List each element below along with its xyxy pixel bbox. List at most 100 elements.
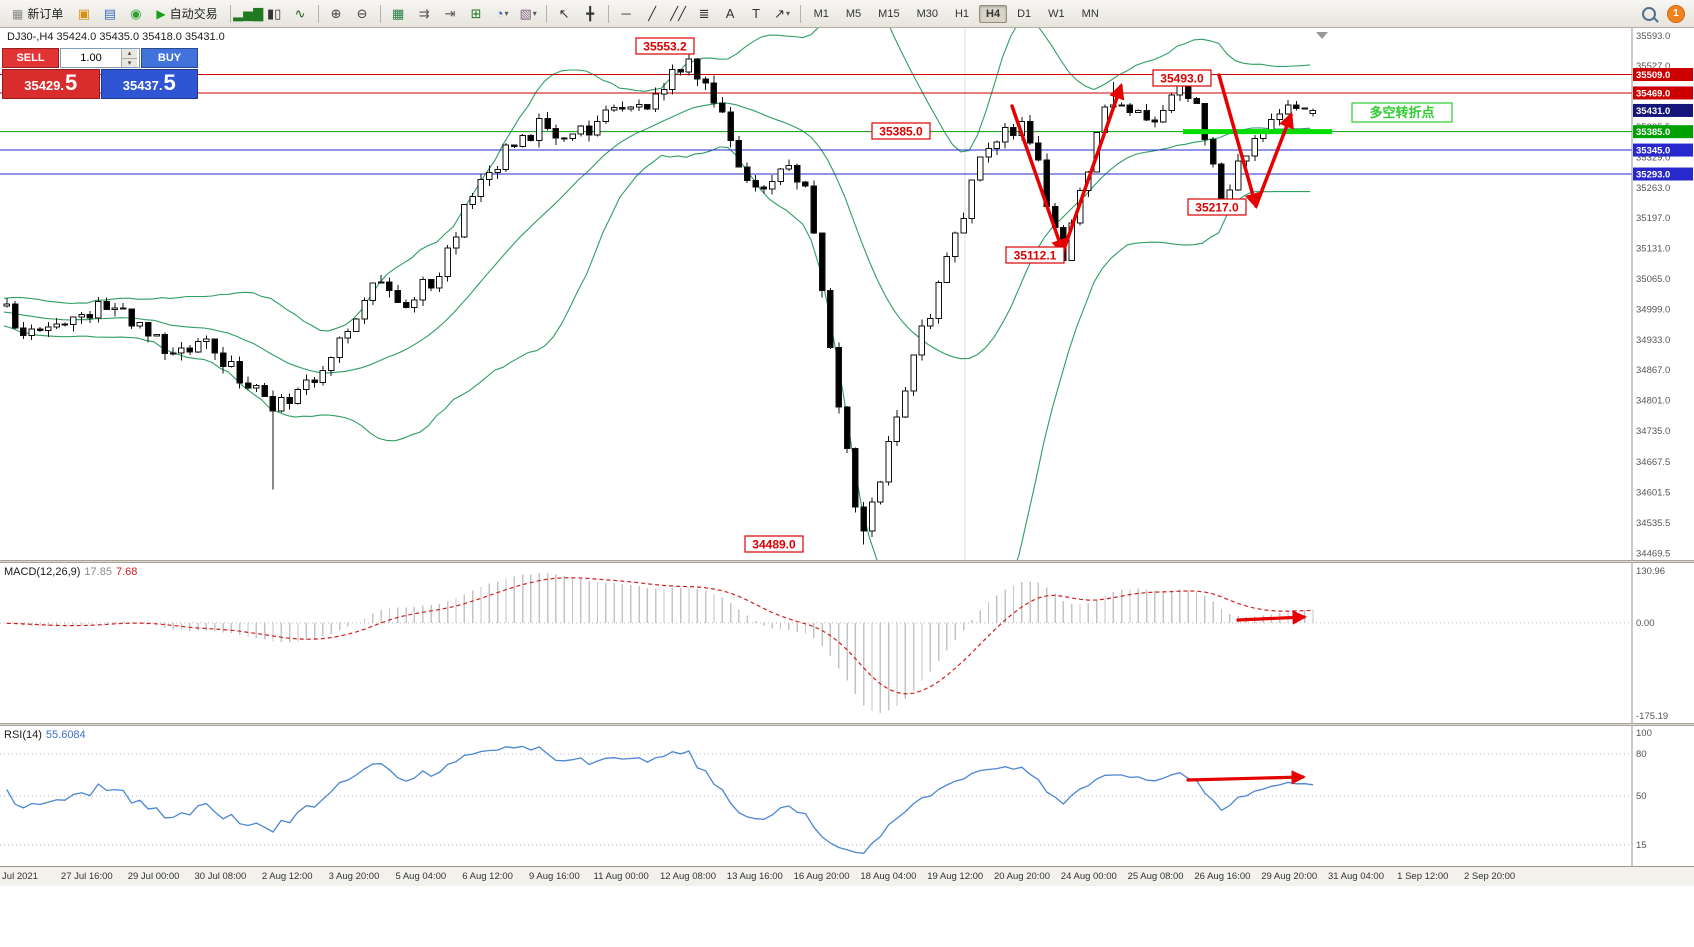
- caret-down-icon: ▾: [786, 9, 791, 18]
- chart-shift-marker[interactable]: [1316, 32, 1328, 39]
- svg-text:34535.5: 34535.5: [1636, 518, 1670, 529]
- bar-chart-icon[interactable]: ▂▅▇: [233, 3, 263, 25]
- crosshair-icon[interactable]: ╋: [578, 3, 603, 25]
- mql-community-icon[interactable]: ◉: [123, 3, 148, 25]
- panel-splitter[interactable]: [0, 723, 1694, 726]
- search-icon[interactable]: [1642, 6, 1656, 21]
- time-axis[interactable]: Jul 2021 27 Jul 16:00 29 Jul 00:00 30 Jul 0…: [0, 866, 1694, 886]
- volume-increase-button[interactable]: ▴: [121, 49, 137, 59]
- svg-text:34867.0: 34867.0: [1636, 365, 1670, 376]
- svg-text:35509.0: 35509.0: [1636, 70, 1670, 81]
- timeframe-m5-button[interactable]: M5: [845, 7, 862, 20]
- svg-text:35493.0: 35493.0: [1160, 72, 1204, 86]
- text-icon[interactable]: A: [718, 3, 743, 25]
- svg-text:34933.0: 34933.0: [1636, 335, 1670, 346]
- timeframe-m30-button[interactable]: M30: [916, 7, 938, 20]
- volume-decrease-button[interactable]: ▾: [121, 58, 137, 67]
- rsi-panel-canvas[interactable]: 100 80 50 15: [0, 726, 1694, 866]
- market-watch-icon[interactable]: ▣: [71, 3, 96, 25]
- panel-splitter[interactable]: [0, 560, 1694, 563]
- zoom-out-icon[interactable]: ⊖: [350, 3, 375, 25]
- line-chart-icon[interactable]: ∿: [288, 3, 313, 25]
- svg-text:34801.0: 34801.0: [1636, 396, 1670, 407]
- macd-signal-value: 7.68: [115, 566, 138, 578]
- new-order-button[interactable]: ▦ 新订单: [5, 3, 70, 25]
- svg-text:1 Sep 12:00: 1 Sep 12:00: [1397, 871, 1448, 882]
- svg-text:3 Aug 20:00: 3 Aug 20:00: [329, 871, 380, 882]
- svg-text:13 Aug 16:00: 13 Aug 16:00: [727, 871, 783, 882]
- auto-trading-button-label: 自动交易: [169, 7, 218, 21]
- rsi-arrow: [1186, 770, 1306, 785]
- buy-price-main: 35437.: [122, 78, 163, 93]
- price-annotation[interactable]: [1152, 69, 1212, 87]
- horizontal-line-icon: ─: [621, 6, 631, 21]
- svg-text:130.96: 130.96: [1636, 566, 1665, 577]
- arrows-tool-icon[interactable]: ↗ ▾: [770, 3, 795, 25]
- timeframe-m15-button[interactable]: M15: [878, 7, 900, 20]
- toolbar-separator: [379, 4, 381, 23]
- candlestick-chart-icon: ▮▯: [266, 5, 282, 21]
- svg-text:11 Aug 00:00: 11 Aug 00:00: [594, 871, 649, 882]
- volume-input[interactable]: [61, 49, 121, 67]
- auto-trading-button[interactable]: ▶ 自动交易: [149, 3, 224, 25]
- svg-text:12 Aug 08:00: 12 Aug 08:00: [660, 871, 716, 882]
- volume-control: ▴ ▾: [60, 48, 140, 68]
- main-chart-canvas[interactable]: 35553.2 35493.0 35385.0 35217.0 35112.1 34489…: [0, 28, 1694, 560]
- fibonacci-icon[interactable]: ≣: [692, 3, 717, 25]
- macd-panel-canvas[interactable]: 130.96 0.00 -175.19: [0, 563, 1694, 723]
- buy-button[interactable]: BUY: [141, 48, 198, 68]
- price-annotation[interactable]: [871, 122, 931, 140]
- trendline-icon[interactable]: ╱: [640, 3, 665, 25]
- timeframe-mn-button[interactable]: MN: [1081, 7, 1099, 20]
- svg-text:34469.5: 34469.5: [1636, 548, 1670, 559]
- sell-price[interactable]: 35429. 5: [2, 69, 100, 99]
- sell-button[interactable]: SELL: [2, 48, 59, 68]
- macd-main-value: 17.85: [84, 566, 112, 578]
- new-order-button-label: 新订单: [27, 7, 64, 21]
- auto-scroll-icon[interactable]: ⇉: [412, 3, 437, 25]
- svg-text:19 Aug 12:00: 19 Aug 12:00: [927, 871, 983, 882]
- horizontal-line-icon[interactable]: ─: [614, 3, 639, 25]
- timeframe-h4-button[interactable]: H4: [979, 4, 1008, 23]
- macd-scale[interactable]: 130.96 0.00 -175.19: [1631, 563, 1694, 723]
- chart-shift-icon[interactable]: ⇥: [438, 3, 463, 25]
- label-icon[interactable]: T: [744, 3, 769, 25]
- indicators-icon[interactable]: ⊞: [464, 3, 489, 25]
- price-annotation[interactable]: [1187, 198, 1247, 216]
- time-axis-labels: Jul 2021 27 Jul 16:00 29 Jul 00:00 30 Jul 0…: [2, 871, 1515, 882]
- buy-price[interactable]: 35437. 5: [100, 69, 198, 99]
- rsi-scale[interactable]: 100 80 50 15: [1631, 726, 1694, 866]
- mql-community-icon: ◉: [130, 5, 142, 21]
- price-annotation[interactable]: [635, 37, 695, 55]
- timeframe-w1-button[interactable]: W1: [1048, 7, 1065, 20]
- label-icon: T: [752, 6, 761, 21]
- zoom-in-icon[interactable]: ⊕: [324, 3, 349, 25]
- timeframe-h1-button[interactable]: H1: [954, 7, 970, 20]
- svg-text:35263.0: 35263.0: [1636, 183, 1670, 194]
- price-annotations: 35553.2 35493.0 35385.0 35217.0 35112.1 34489…: [635, 37, 1247, 553]
- svg-text:34489.0: 34489.0: [752, 538, 796, 552]
- tile-windows-icon[interactable]: ▦: [386, 3, 411, 25]
- periods-icon[interactable]: ◔ ▾: [490, 3, 515, 25]
- timeframe-d1-button[interactable]: D1: [1017, 7, 1032, 20]
- toolbar-separator: [799, 4, 801, 23]
- price-annotation[interactable]: [744, 535, 804, 553]
- svg-text:35345.0: 35345.0: [1636, 146, 1670, 157]
- timeframe-m1-button[interactable]: M1: [813, 7, 829, 20]
- indicators-icon: ⊞: [470, 5, 482, 21]
- notification-badge[interactable]: 1: [1667, 4, 1685, 23]
- candlestick-chart-icon[interactable]: ▮▯: [262, 3, 287, 25]
- price-annotation[interactable]: [1005, 246, 1065, 264]
- price-tag: [1633, 167, 1693, 181]
- horizontal-price-lines[interactable]: [0, 74, 1632, 175]
- svg-text:35385.0: 35385.0: [879, 125, 923, 139]
- cursor-icon[interactable]: ↖: [552, 3, 577, 25]
- price-scale[interactable]: 35593.035527.035461.035395.535329.035263…: [1631, 28, 1694, 560]
- price-tag: [1633, 86, 1693, 100]
- turning-point-note[interactable]: 多空转折点: [1351, 102, 1453, 123]
- templates-icon[interactable]: ▧ ▾: [516, 3, 541, 25]
- sell-price-main: 35429.: [24, 78, 64, 93]
- channel-icon[interactable]: ╱╱: [666, 3, 691, 25]
- data-window-icon[interactable]: ▤: [97, 3, 122, 25]
